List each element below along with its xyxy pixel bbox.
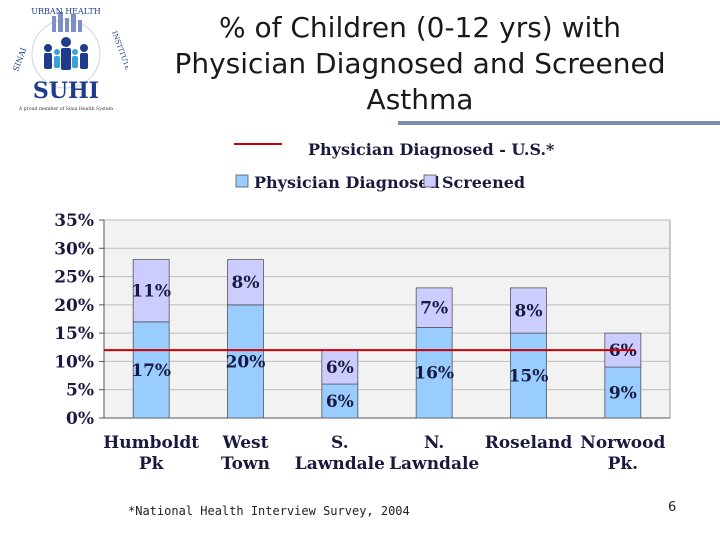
footnote: *National Health Interview Survey, 2004 xyxy=(128,504,410,518)
logo-tagline: A proud member of Sinai Health System xyxy=(18,106,114,112)
y-tick-label: 10% xyxy=(54,352,94,372)
chart-container: 0% 5% 10% 15% 20% 25% 30% 35% 17% 11% Humboldt Pk 20… xyxy=(0,130,720,494)
legend-screened-swatch xyxy=(423,174,437,188)
bar-physician-diagnosed xyxy=(227,304,264,419)
x-tick-label: West xyxy=(222,433,269,453)
y-tick-label: 0% xyxy=(66,409,94,429)
slide-title: % of Children (0-12 yrs) with Physician … xyxy=(150,10,690,118)
data-label-physician-diagnosed: 17% xyxy=(131,361,171,381)
x-tick-label: Pk xyxy=(139,454,165,474)
bar-screened xyxy=(415,287,453,328)
x-tick-label: N. xyxy=(424,433,444,453)
logo-arc-top: URBAN HEALTH xyxy=(31,7,101,16)
x-tick-label: Norwood xyxy=(580,433,665,453)
y-tick-label: 25% xyxy=(54,268,94,288)
data-label-physician-diagnosed: 16% xyxy=(414,364,454,384)
x-tick-label: Humboldt xyxy=(103,433,199,453)
bar-physician-diagnosed xyxy=(321,383,359,419)
x-tick-label: Lawndale xyxy=(295,454,385,474)
data-label-screened: 8% xyxy=(515,302,543,322)
y-tick-label: 30% xyxy=(54,239,94,259)
bar-screened xyxy=(510,287,547,334)
y-tick-label: 35% xyxy=(54,211,94,231)
plot-area xyxy=(103,219,671,419)
slide-title-line-1: % of Children (0-12 yrs) with xyxy=(218,11,622,44)
suhi-logo-graphic: URBAN HEALTH SINAI INSTITUTE SUHI A prou… xyxy=(4,2,132,120)
slide-title-line-2: Physician Diagnosed and Screened xyxy=(174,47,666,80)
y-tick-label: 5% xyxy=(66,381,94,401)
title-rule xyxy=(398,121,720,125)
bar-physician-diagnosed xyxy=(510,332,547,419)
y-tick-label: 15% xyxy=(54,324,94,344)
x-tick-label: Town xyxy=(221,454,270,474)
bar-physician-diagnosed xyxy=(604,366,642,419)
y-tick-label: 20% xyxy=(54,296,94,316)
data-label-physician-diagnosed: 20% xyxy=(226,352,266,372)
slide-title-line-3: Asthma xyxy=(366,83,474,116)
bar-physician-diagnosed xyxy=(415,327,453,419)
x-tick-label: Roseland xyxy=(485,433,573,453)
page-number: 6 xyxy=(668,500,677,515)
data-label-screened: 11% xyxy=(131,282,171,302)
legend-diagnosed-label: Physician Diagnosed xyxy=(254,173,440,192)
x-tick-label: Pk. xyxy=(608,454,638,474)
data-label-physician-diagnosed: 9% xyxy=(609,384,637,404)
legend-diagnosed-swatch xyxy=(235,174,249,188)
x-tick-label: S. xyxy=(331,433,349,453)
x-tick-label: Lawndale xyxy=(389,454,479,474)
legend-screened-label: Screened xyxy=(442,173,525,192)
suhi-logo: URBAN HEALTH SINAI INSTITUTE SUHI A prou… xyxy=(4,2,132,120)
legend-reference-label: Physician Diagnosed - U.S.* xyxy=(308,140,555,159)
logo-acronym: SUHI xyxy=(33,78,99,104)
data-label-physician-diagnosed: 6% xyxy=(326,392,354,412)
data-label-screened: 7% xyxy=(420,299,448,319)
bar-screened xyxy=(227,259,264,306)
data-label-physician-diagnosed: 15% xyxy=(509,367,549,387)
data-label-screened: 8% xyxy=(232,273,260,293)
data-label-screened: 6% xyxy=(326,358,354,378)
bar-screened xyxy=(132,259,170,323)
